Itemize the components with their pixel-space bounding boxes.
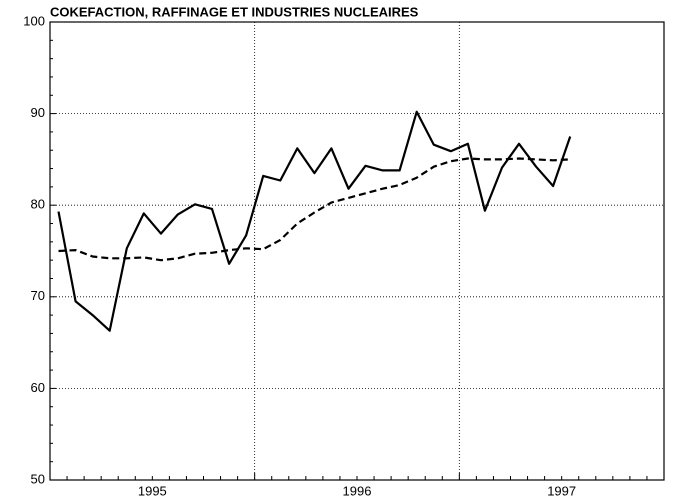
x-tick-label: 1996 (343, 483, 372, 498)
y-tick-label: 100 (23, 13, 45, 28)
y-tick-label: 70 (31, 288, 45, 303)
line-series (58, 157, 571, 262)
line-series (57, 110, 572, 332)
x-tick-label: 1997 (547, 483, 576, 498)
y-tick-label: 60 (31, 380, 45, 395)
y-tick-label: 50 (31, 471, 45, 486)
x-tick-label: 1995 (138, 483, 167, 498)
chart-title: COKEFACTION, RAFFINAGE ET INDUSTRIES NUC… (50, 4, 419, 19)
y-tick-label: 90 (31, 105, 45, 120)
plot-frame (49, 21, 665, 481)
y-tick-label: 80 (31, 197, 45, 212)
